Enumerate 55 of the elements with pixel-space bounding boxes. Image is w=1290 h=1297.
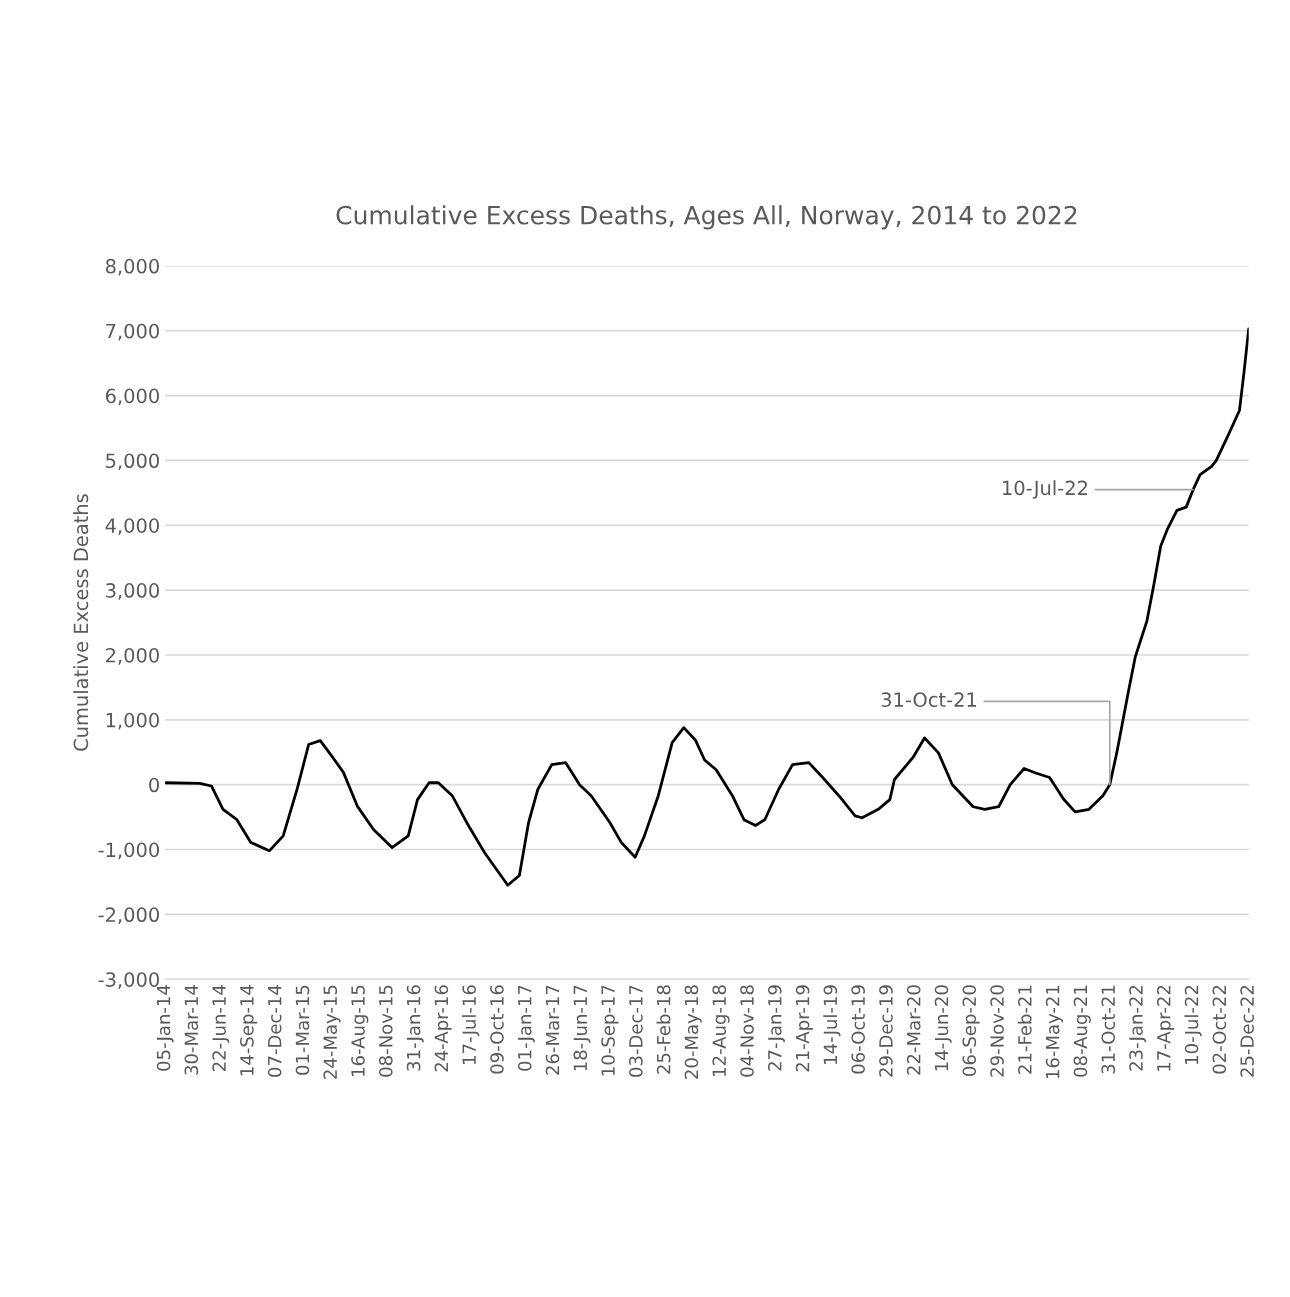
y-axis-title: Cumulative Excess Deaths	[73, 494, 89, 751]
x-tick-label: 14-Jul-19	[823, 985, 841, 1064]
x-tick-label: 30-Mar-14	[184, 985, 199, 1075]
x-tick-label: 31-Jan-16	[406, 985, 424, 1071]
x-tick-label: 09-Oct-16	[490, 985, 504, 1074]
y-tick-label: -1,000	[98, 842, 159, 860]
x-tick-label: 22-Mar-20	[906, 985, 921, 1075]
chart-title: Cumulative Excess Deaths, Ages All, Norway, 2014 to 2022	[336, 205, 1077, 230]
y-tick-label: 6,000	[105, 388, 159, 406]
x-tick-label: 20-May-18	[684, 985, 702, 1079]
x-tick-label: 21-Apr-19	[795, 985, 813, 1072]
x-tick-label: 03-Dec-17	[629, 985, 643, 1077]
x-tick-label: 14-Sep-14	[240, 985, 258, 1076]
x-tick-label: 08-Nov-15	[378, 985, 393, 1077]
y-tick-label: 0	[149, 777, 159, 793]
x-tick-label: 24-May-15	[323, 985, 341, 1079]
x-tick-label: 12-Aug-18	[712, 985, 730, 1076]
x-tick-label: 18-Jun-17	[573, 985, 591, 1071]
x-tick-label: 02-Oct-22	[1212, 985, 1227, 1074]
y-tick-label: 5,000	[106, 453, 159, 471]
y-tick-label: 7,000	[106, 323, 159, 341]
x-tick-label: 22-Jun-14	[212, 985, 230, 1071]
y-tick-label: 8,000	[105, 258, 159, 276]
x-tick-label: 04-Nov-18	[740, 985, 754, 1077]
x-tick-label: 24-Apr-16	[434, 985, 452, 1072]
y-tick-label: 4,000	[105, 518, 159, 535]
x-tick-label: 16-May-21	[1045, 985, 1063, 1079]
annotation: 31-Oct-21	[881, 692, 977, 707]
x-tick-label: 17-Apr-22	[1156, 985, 1175, 1071]
x-tick-label: 26-Mar-17	[545, 985, 560, 1075]
x-tick-label: 01-Jan-17	[517, 985, 535, 1071]
annotation: 10-Jul-22	[1003, 480, 1088, 499]
y-tick-label: 3,000	[106, 583, 159, 600]
x-tick-label: 07-Dec-14	[267, 985, 282, 1077]
x-tick-label: 08-Aug-21	[1073, 985, 1091, 1077]
x-tick-label: 10-Jul-22	[1184, 985, 1202, 1064]
x-tick-label: 06-Oct-19	[851, 985, 865, 1074]
x-tick-label: 01-Mar-15	[295, 985, 310, 1075]
x-tick-label: 23-Jan-22	[1129, 985, 1147, 1071]
x-tick-label: 29-Dec-19	[879, 985, 893, 1077]
x-tick-label: 14-Jun-20	[934, 985, 952, 1071]
x-tick-label: 27-Jan-19	[767, 985, 785, 1071]
x-tick-label: 25-Dec-22	[1240, 985, 1254, 1077]
x-tick-label: 06-Sep-20	[962, 985, 980, 1076]
y-tick-label: 2,000	[106, 647, 159, 665]
x-tick-label: 17-Jul-16	[462, 985, 480, 1064]
y-tick-label: -2,000	[98, 907, 159, 925]
x-tick-label: 10-Sep-17	[601, 985, 619, 1076]
x-tick-label: 29-Nov-20	[990, 985, 1004, 1077]
x-tick-label: 31-Oct-21	[1101, 985, 1116, 1074]
x-tick-label: 21-Feb-21	[1017, 985, 1032, 1074]
x-tick-label: 25-Feb-18	[656, 985, 671, 1074]
x-tick-label: 16-Aug-15	[351, 985, 369, 1076]
line-series	[165, 327, 1249, 887]
y-tick-label: 1,000	[106, 712, 159, 730]
